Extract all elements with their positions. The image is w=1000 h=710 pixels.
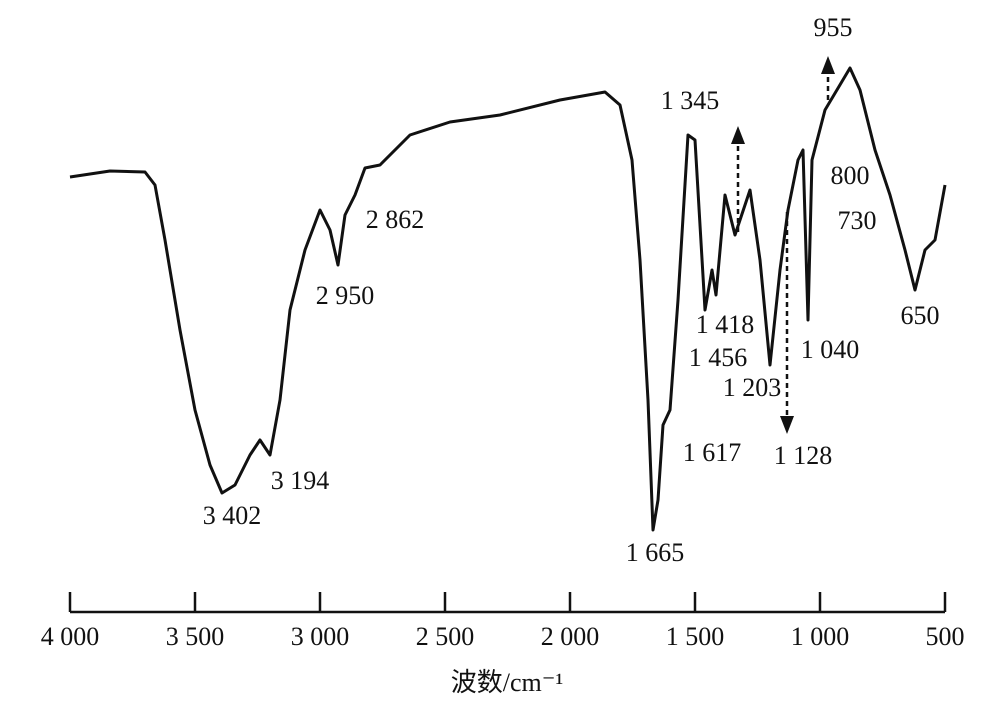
arrow-head bbox=[780, 416, 794, 434]
x-tick-label: 2 500 bbox=[416, 622, 475, 651]
spectrum-line bbox=[69, 66, 947, 532]
arrow-head bbox=[821, 56, 835, 74]
arrow-heads bbox=[731, 56, 835, 434]
peak-label: 955 bbox=[814, 13, 853, 42]
x-axis-label: 波数/cm⁻¹ bbox=[451, 668, 564, 697]
peak-label: 1 418 bbox=[696, 310, 755, 339]
peak-label: 650 bbox=[901, 301, 940, 330]
x-tick-label: 1 500 bbox=[666, 622, 725, 651]
peak-label: 1 345 bbox=[661, 86, 720, 115]
x-tick-label: 3 000 bbox=[291, 622, 350, 651]
peak-label: 3 402 bbox=[203, 501, 262, 530]
x-tick-label: 1 000 bbox=[791, 622, 850, 651]
peak-label: 1 665 bbox=[626, 538, 685, 567]
peak-label: 2 950 bbox=[316, 281, 375, 310]
peak-label: 1 128 bbox=[774, 441, 833, 470]
peak-label: 1 040 bbox=[801, 335, 860, 364]
x-tick-label: 3 500 bbox=[166, 622, 225, 651]
peak-label: 800 bbox=[831, 161, 870, 190]
peak-label: 1 203 bbox=[723, 373, 782, 402]
peak-label: 730 bbox=[838, 206, 877, 235]
peak-label: 3 194 bbox=[271, 466, 330, 495]
x-tick-label: 4 000 bbox=[41, 622, 100, 651]
peak-label: 1 617 bbox=[683, 438, 742, 467]
peak-label: 2 862 bbox=[366, 205, 425, 234]
arrows bbox=[736, 72, 830, 418]
x-tick-label: 2 000 bbox=[541, 622, 600, 651]
x-tick-label: 500 bbox=[926, 622, 965, 651]
arrow-head bbox=[731, 126, 745, 144]
peak-label: 1 456 bbox=[689, 343, 748, 372]
